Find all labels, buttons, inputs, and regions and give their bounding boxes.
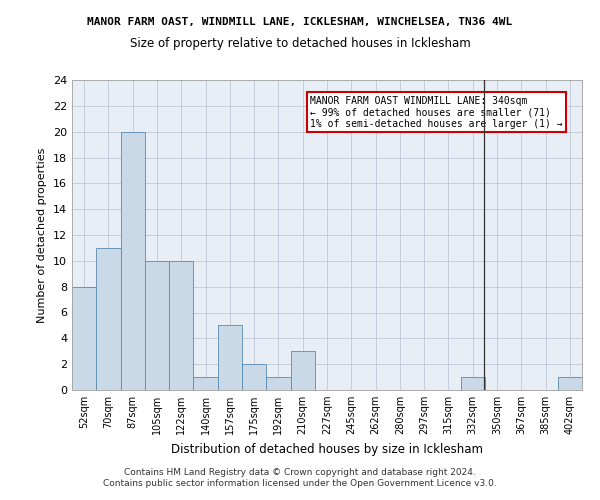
Bar [121, 132, 145, 390]
Text: Contains HM Land Registry data © Crown copyright and database right 2024.
Contai: Contains HM Land Registry data © Crown c… [103, 468, 497, 487]
Bar [218, 326, 242, 390]
Text: MANOR FARM OAST, WINDMILL LANE, ICKLESHAM, WINCHELSEA, TN36 4WL: MANOR FARM OAST, WINDMILL LANE, ICKLESHA… [88, 18, 512, 28]
Bar [242, 364, 266, 390]
Bar [193, 377, 218, 390]
Bar [169, 261, 193, 390]
Bar [266, 377, 290, 390]
Bar [96, 248, 121, 390]
Text: Size of property relative to detached houses in Icklesham: Size of property relative to detached ho… [130, 38, 470, 51]
Bar [290, 351, 315, 390]
Bar [72, 286, 96, 390]
X-axis label: Distribution of detached houses by size in Icklesham: Distribution of detached houses by size … [171, 442, 483, 456]
Y-axis label: Number of detached properties: Number of detached properties [37, 148, 47, 322]
Bar [461, 377, 485, 390]
Text: MANOR FARM OAST WINDMILL LANE: 340sqm
← 99% of detached houses are smaller (71)
: MANOR FARM OAST WINDMILL LANE: 340sqm ← … [310, 96, 563, 128]
Bar [558, 377, 582, 390]
Bar [145, 261, 169, 390]
